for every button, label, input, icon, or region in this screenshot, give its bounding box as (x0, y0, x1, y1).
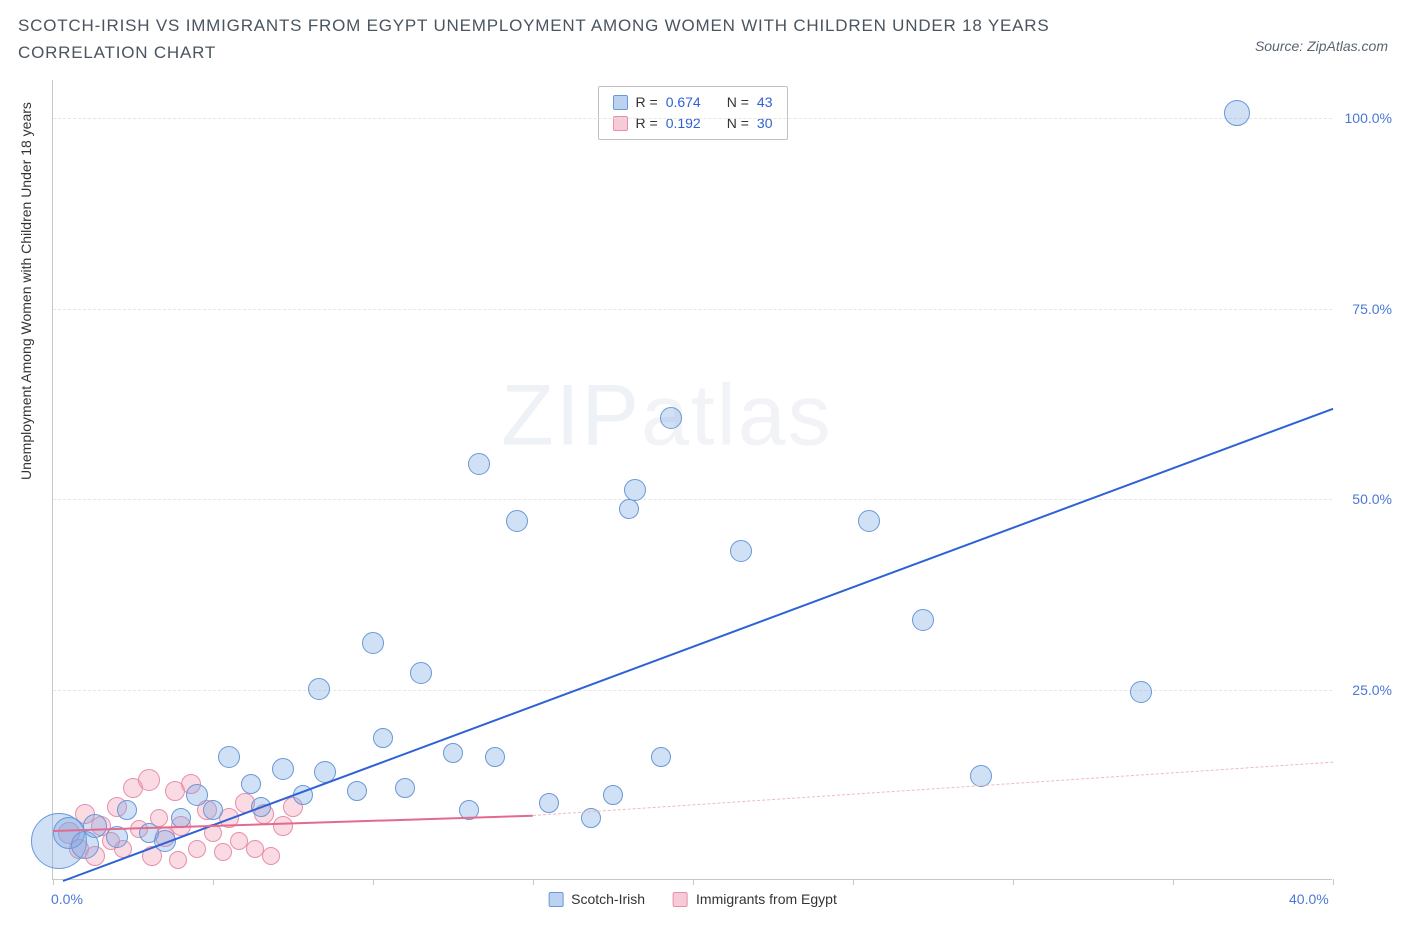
stat-n-label: N = (727, 113, 749, 134)
stats-box: R = 0.674 N = 43 R = 0.192 N = 30 (598, 86, 788, 140)
chart-source: Source: ZipAtlas.com (1255, 12, 1388, 54)
data-point (410, 662, 432, 684)
chart-title: SCOTCH-IRISH VS IMMIGRANTS FROM EGYPT UN… (18, 12, 1118, 66)
data-point (203, 800, 223, 820)
data-point (506, 510, 528, 532)
data-point (272, 758, 294, 780)
legend-label: Immigrants from Egypt (696, 891, 837, 907)
stat-r-label: R = (636, 113, 658, 134)
data-point (188, 840, 206, 858)
stat-r-value: 0.674 (666, 92, 701, 113)
data-point (1130, 681, 1152, 703)
data-point (624, 479, 646, 501)
data-point (308, 678, 330, 700)
header: SCOTCH-IRISH VS IMMIGRANTS FROM EGYPT UN… (18, 12, 1388, 66)
legend-item-blue: Scotch-Irish (548, 891, 645, 907)
legend: Scotch-Irish Immigrants from Egypt (548, 891, 837, 907)
data-point (858, 510, 880, 532)
x-tick (533, 879, 534, 885)
x-tick-label: 0.0% (51, 891, 83, 907)
x-tick-label: 40.0% (1289, 891, 1329, 907)
y-tick-label: 75.0% (1352, 301, 1392, 317)
y-tick-label: 100.0% (1345, 110, 1392, 126)
data-point (651, 747, 671, 767)
x-tick (53, 879, 54, 885)
data-point (169, 851, 187, 869)
data-point (218, 746, 240, 768)
data-point (273, 816, 293, 836)
stat-r-label: R = (636, 92, 658, 113)
data-point (83, 814, 107, 838)
watermark-a: ZIP (501, 367, 641, 463)
data-point (603, 785, 623, 805)
data-point (262, 847, 280, 865)
trend-line (62, 408, 1333, 882)
stat-r-value: 0.192 (666, 113, 701, 134)
stat-n-value: 30 (757, 113, 773, 134)
data-point (373, 728, 393, 748)
swatch-pink-icon (673, 892, 688, 907)
stats-row-pink: R = 0.192 N = 30 (613, 113, 773, 134)
stat-n-value: 43 (757, 92, 773, 113)
legend-item-pink: Immigrants from Egypt (673, 891, 837, 907)
y-tick-label: 25.0% (1352, 682, 1392, 698)
x-tick (1013, 879, 1014, 885)
data-point (730, 540, 752, 562)
x-tick (1333, 879, 1334, 885)
data-point (619, 499, 639, 519)
stat-n-label: N = (727, 92, 749, 113)
x-tick (1173, 879, 1174, 885)
data-point (362, 632, 384, 654)
data-point (468, 453, 490, 475)
x-tick (693, 879, 694, 885)
data-point (214, 843, 232, 861)
data-point (138, 769, 160, 791)
data-point (241, 774, 261, 794)
data-point (443, 743, 463, 763)
x-tick (853, 879, 854, 885)
x-tick (373, 879, 374, 885)
legend-label: Scotch-Irish (571, 891, 645, 907)
data-point (660, 407, 682, 429)
data-point (395, 778, 415, 798)
data-point (485, 747, 505, 767)
swatch-blue-icon (548, 892, 563, 907)
swatch-blue-icon (613, 95, 628, 110)
data-point (347, 781, 367, 801)
y-tick-label: 50.0% (1352, 491, 1392, 507)
stats-row-blue: R = 0.674 N = 43 (613, 92, 773, 113)
data-point (912, 609, 934, 631)
gridline (53, 499, 1332, 500)
gridline (53, 309, 1332, 310)
data-point (539, 793, 559, 813)
gridline (53, 118, 1332, 119)
trend-line (533, 762, 1333, 816)
x-tick (213, 879, 214, 885)
data-point (1224, 100, 1250, 126)
plot-area: ZIPatlas R = 0.674 N = 43 R = 0.192 N = … (52, 80, 1332, 880)
y-axis-title: Unemployment Among Women with Children U… (18, 102, 34, 480)
data-point (117, 800, 137, 820)
